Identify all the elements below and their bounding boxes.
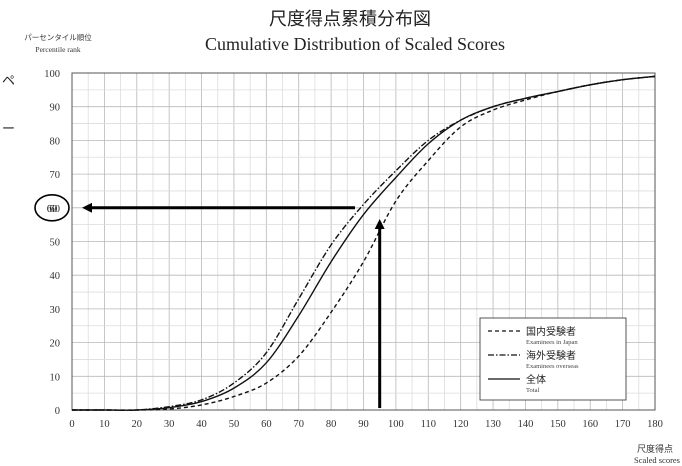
legend-label: 国内受験者 <box>526 325 576 338</box>
annotations: 60 <box>34 194 385 408</box>
plot-frame <box>71 72 656 411</box>
y-axis-label-ja: パーセンタイル順位 <box>24 32 92 42</box>
circled-percentile-marker <box>34 194 70 222</box>
x-tick-label: 110 <box>421 419 436 430</box>
x-tick-label: 140 <box>518 419 534 430</box>
chart-title-ja: 尺度得点累積分布図 <box>269 9 431 29</box>
x-tick-label: 50 <box>229 419 240 430</box>
y-tick-label: 50 <box>50 238 61 249</box>
series-lines <box>72 75 656 411</box>
tick-labels: 0 10 20 30 40 50 60 70 80 90 100 110 120 130 140 150 160… <box>44 69 663 430</box>
x-tick-label: 60 <box>261 419 272 430</box>
x-tick-label: 160 <box>582 419 598 430</box>
y-tick-label: 20 <box>50 339 61 350</box>
x-tick-label: 80 <box>326 419 337 430</box>
legend-box <box>479 317 627 401</box>
x-axis-label-ja: 尺度得点 <box>637 443 673 454</box>
series-line <box>72 75 656 411</box>
y-tick-label: 90 <box>50 103 61 114</box>
series-line <box>72 75 656 411</box>
side-glyph: ペ <box>2 73 16 88</box>
x-tick-label: 130 <box>485 419 501 430</box>
y-tick-label: 60 <box>50 204 61 215</box>
y-tick-label: 0 <box>55 406 60 417</box>
circled-label: 60 <box>47 204 58 215</box>
chart-title-en: Cumulative Distribution of Scaled Scores <box>205 34 505 54</box>
y-tick-label: 40 <box>50 271 61 282</box>
x-tick-label: 0 <box>69 419 74 430</box>
legend-label-en: Examinees in Japan <box>526 339 578 346</box>
y-tick-label: 100 <box>44 69 60 80</box>
legend-label: 全体 <box>526 373 546 386</box>
y-tick-label: 30 <box>50 305 61 316</box>
x-tick-label: 30 <box>164 419 175 430</box>
x-tick-label: 90 <box>358 419 369 430</box>
x-axis-label-en: Scaled scores <box>634 455 680 465</box>
y-tick-label: 10 <box>50 372 61 383</box>
x-tick-label: 40 <box>196 419 207 430</box>
x-tick-label: 120 <box>453 419 469 430</box>
x-tick-label: 10 <box>99 419 110 430</box>
y-tick-label: 80 <box>50 136 61 147</box>
y-axis-label-en: Percentile rank <box>35 45 80 54</box>
legend-label-en: Examinees overseas <box>526 363 579 370</box>
x-tick-label: 100 <box>388 419 404 430</box>
x-tick-label: 170 <box>615 419 631 430</box>
x-tick-label: 70 <box>293 419 304 430</box>
legend-label: 海外受験者 <box>526 349 576 362</box>
x-tick-label: 180 <box>647 419 663 430</box>
y-tick-label: 70 <box>50 170 61 181</box>
x-tick-label: 150 <box>550 419 566 430</box>
x-tick-label: 20 <box>132 419 143 430</box>
side-glyph: ー <box>2 121 16 136</box>
legend-label-en: Total <box>526 387 539 394</box>
